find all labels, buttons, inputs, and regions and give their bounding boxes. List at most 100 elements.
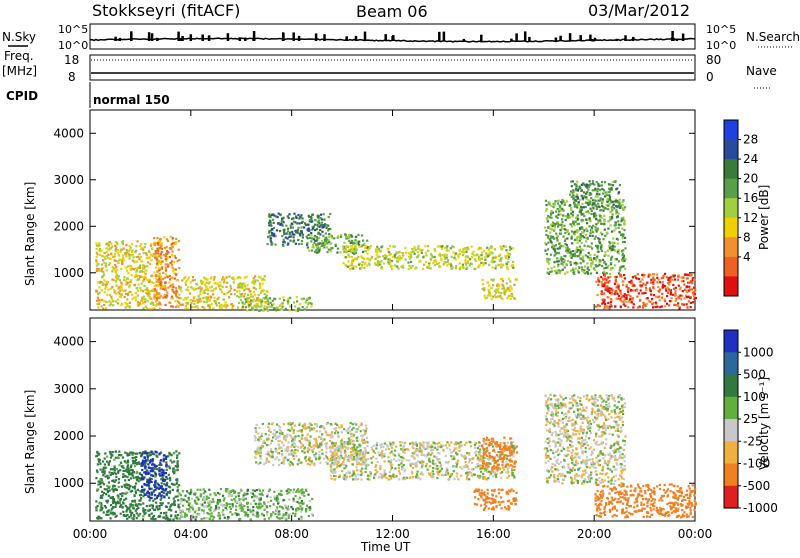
data-cell bbox=[256, 496, 258, 498]
data-cell bbox=[417, 251, 419, 253]
data-cell bbox=[160, 512, 162, 514]
data-cell bbox=[636, 296, 638, 298]
data-cell bbox=[151, 493, 153, 495]
data-cell bbox=[192, 508, 194, 510]
data-cell bbox=[469, 258, 471, 260]
data-cell bbox=[289, 240, 291, 242]
data-cell bbox=[639, 299, 641, 301]
data-cell bbox=[184, 276, 186, 278]
data-cell bbox=[147, 300, 149, 302]
data-cell bbox=[389, 258, 391, 260]
data-cell bbox=[368, 264, 370, 266]
data-cell bbox=[171, 296, 173, 298]
data-cell bbox=[115, 269, 117, 271]
data-cell bbox=[425, 252, 427, 254]
data-cell bbox=[275, 309, 277, 311]
data-cell bbox=[323, 458, 325, 460]
data-cell bbox=[175, 238, 177, 240]
data-cell bbox=[244, 493, 246, 495]
data-cell bbox=[559, 208, 561, 210]
station-title: Stokkseyri (fitACF) bbox=[92, 1, 240, 20]
data-cell bbox=[225, 507, 227, 509]
data-cell bbox=[98, 299, 100, 301]
data-cell bbox=[545, 210, 547, 212]
data-cell bbox=[102, 307, 104, 309]
data-cell bbox=[159, 475, 161, 477]
data-cell bbox=[269, 216, 271, 218]
data-cell bbox=[131, 490, 133, 492]
data-cell bbox=[334, 432, 336, 434]
data-cell bbox=[315, 458, 317, 460]
data-cell bbox=[617, 243, 619, 245]
data-cell bbox=[184, 308, 186, 310]
data-cell bbox=[345, 236, 347, 238]
data-cell bbox=[112, 500, 114, 502]
data-cell bbox=[237, 492, 239, 494]
data-cell bbox=[323, 246, 325, 248]
data-cell bbox=[270, 237, 272, 239]
data-cell bbox=[101, 268, 103, 270]
data-cell bbox=[248, 297, 250, 299]
data-cell bbox=[108, 264, 110, 266]
data-cell bbox=[350, 435, 352, 437]
data-cell bbox=[605, 278, 607, 280]
data-cell bbox=[290, 227, 292, 229]
data-cell bbox=[281, 433, 283, 435]
data-cell bbox=[686, 277, 688, 279]
data-cell bbox=[664, 305, 666, 307]
data-cell bbox=[595, 215, 597, 217]
data-cell bbox=[622, 280, 624, 282]
data-cell bbox=[151, 247, 153, 249]
data-cell bbox=[602, 259, 604, 261]
data-cell bbox=[125, 255, 127, 257]
data-cell bbox=[121, 303, 123, 305]
data-cell bbox=[619, 273, 621, 275]
data-cell bbox=[143, 489, 145, 491]
data-cell bbox=[124, 296, 126, 298]
data-cell bbox=[668, 281, 670, 283]
data-cell bbox=[603, 238, 605, 240]
data-cell bbox=[677, 279, 679, 281]
data-cell bbox=[230, 494, 232, 496]
data-cell bbox=[609, 276, 611, 278]
data-cell bbox=[288, 515, 290, 517]
data-cell bbox=[633, 303, 635, 305]
data-cell bbox=[109, 471, 111, 473]
data-cell bbox=[135, 492, 137, 494]
data-cell bbox=[618, 224, 620, 226]
data-cell bbox=[633, 285, 635, 287]
data-cell bbox=[277, 517, 279, 519]
data-cell bbox=[557, 202, 559, 204]
data-cell bbox=[574, 239, 576, 241]
data-cell bbox=[560, 233, 562, 235]
data-cell bbox=[148, 292, 150, 294]
data-cell bbox=[348, 240, 350, 242]
data-cell bbox=[671, 297, 673, 299]
data-cell bbox=[610, 304, 612, 306]
data-cell bbox=[641, 274, 643, 276]
data-cell bbox=[636, 289, 638, 291]
data-cell bbox=[381, 267, 383, 269]
data-cell bbox=[345, 430, 347, 432]
data-cell bbox=[490, 287, 492, 289]
data-cell bbox=[138, 253, 140, 255]
data-cell bbox=[597, 277, 599, 279]
data-cell bbox=[471, 246, 473, 248]
data-cell bbox=[599, 189, 601, 191]
data-cell bbox=[297, 446, 299, 448]
data-cell bbox=[99, 281, 101, 283]
data-cell bbox=[465, 248, 467, 250]
data-cell bbox=[226, 276, 228, 278]
data-cell bbox=[122, 511, 124, 513]
data-cell bbox=[348, 234, 350, 236]
data-cell bbox=[321, 453, 323, 455]
data-cell bbox=[285, 237, 287, 239]
data-cell bbox=[141, 261, 143, 263]
data-cell bbox=[598, 205, 600, 207]
data-cell bbox=[310, 232, 312, 234]
data-cell bbox=[258, 276, 260, 278]
data-cell bbox=[499, 295, 501, 297]
data-cell bbox=[586, 222, 588, 224]
data-cell bbox=[576, 194, 578, 196]
data-cell bbox=[312, 227, 314, 229]
